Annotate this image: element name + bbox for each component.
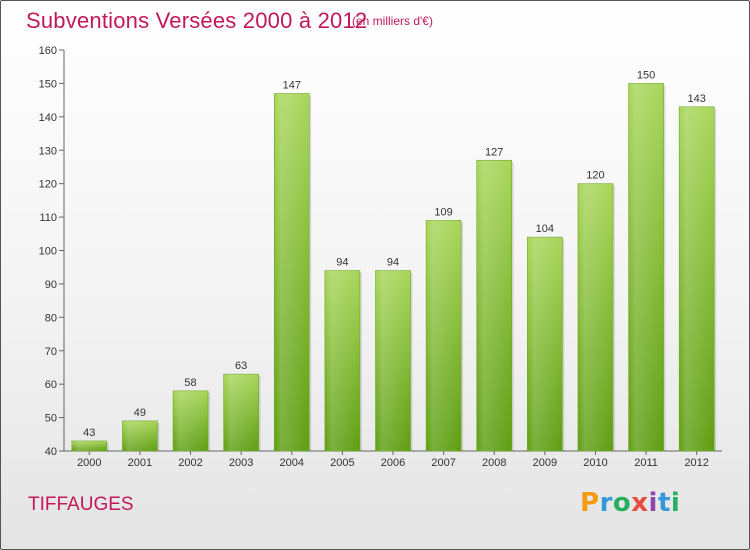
value-label: 120 [586, 170, 604, 182]
y-tick-label: 40 [45, 446, 57, 458]
y-tick-label: 100 [39, 246, 57, 258]
x-tick-label: 2009 [533, 457, 557, 469]
bar-highlight [375, 270, 411, 451]
value-label: 43 [83, 427, 95, 439]
place-name: TIFFAUGES [28, 494, 134, 515]
logo-letter: r [599, 488, 613, 518]
logo-letter: i [670, 488, 681, 518]
value-label: 150 [637, 69, 655, 81]
logo-letter: t [657, 488, 671, 518]
y-tick-label: 60 [45, 379, 57, 391]
y-tick-label: 120 [39, 179, 57, 191]
y-tick-label: 80 [45, 312, 57, 324]
bar-highlight [223, 374, 259, 451]
x-tick-label: 2004 [280, 457, 304, 469]
x-tick-label: 2012 [684, 457, 708, 469]
x-tick-label: 2011 [634, 457, 658, 469]
bar-highlight [577, 183, 613, 451]
bar-highlight [679, 106, 715, 451]
x-tick-label: 2003 [229, 457, 253, 469]
x-tick-label: 2005 [330, 457, 354, 469]
proxiti-logo[interactable]: Proxiti [580, 488, 680, 518]
bar-highlight [71, 440, 107, 451]
x-tick-label: 2010 [583, 457, 607, 469]
y-tick-label: 90 [45, 279, 57, 291]
value-label: 147 [283, 79, 301, 91]
x-tick-label: 2008 [482, 457, 506, 469]
value-label: 49 [134, 407, 146, 419]
x-tick-label: 2001 [128, 457, 152, 469]
x-tick-label: 2006 [381, 457, 405, 469]
bar-highlight [527, 237, 563, 451]
value-label: 104 [536, 223, 554, 235]
value-label: 94 [387, 257, 399, 269]
value-label: 94 [336, 257, 348, 269]
bar-highlight [628, 83, 664, 452]
logo-letter: P [580, 488, 600, 518]
x-tick-label: 2000 [77, 457, 101, 469]
chart-title: Subventions Versées 2000 à 2012 [26, 8, 368, 33]
logo-letter: i [648, 488, 658, 518]
y-tick-label: 130 [39, 145, 57, 157]
y-tick-label: 50 [45, 413, 57, 425]
y-tick-label: 140 [39, 112, 57, 124]
value-label: 143 [688, 93, 706, 105]
bar-highlight [274, 93, 310, 452]
value-label: 58 [184, 377, 196, 389]
bar-highlight [476, 160, 512, 451]
x-tick-label: 2007 [431, 457, 455, 469]
value-label: 109 [434, 206, 452, 218]
bars [71, 83, 717, 452]
y-tick-label: 110 [39, 212, 57, 224]
bar-highlight [324, 270, 360, 451]
value-label: 127 [485, 146, 503, 158]
y-tick-label: 70 [45, 346, 57, 358]
x-tick-label: 2002 [178, 457, 202, 469]
bar-highlight [122, 420, 158, 451]
labels: 40 50 60 70 80 90 100 110 120 130 140 150 160 2000 43 2… [39, 45, 709, 469]
logo-letter: o [612, 488, 632, 518]
logo-letter: x [631, 488, 649, 518]
value-label: 63 [235, 360, 247, 372]
y-tick-label: 150 [39, 78, 57, 90]
y-tick-label: 160 [39, 45, 57, 57]
bar-highlight [173, 390, 209, 451]
bar-highlight [426, 220, 462, 451]
chart-subtitle: (en milliers d'€) [352, 14, 433, 28]
